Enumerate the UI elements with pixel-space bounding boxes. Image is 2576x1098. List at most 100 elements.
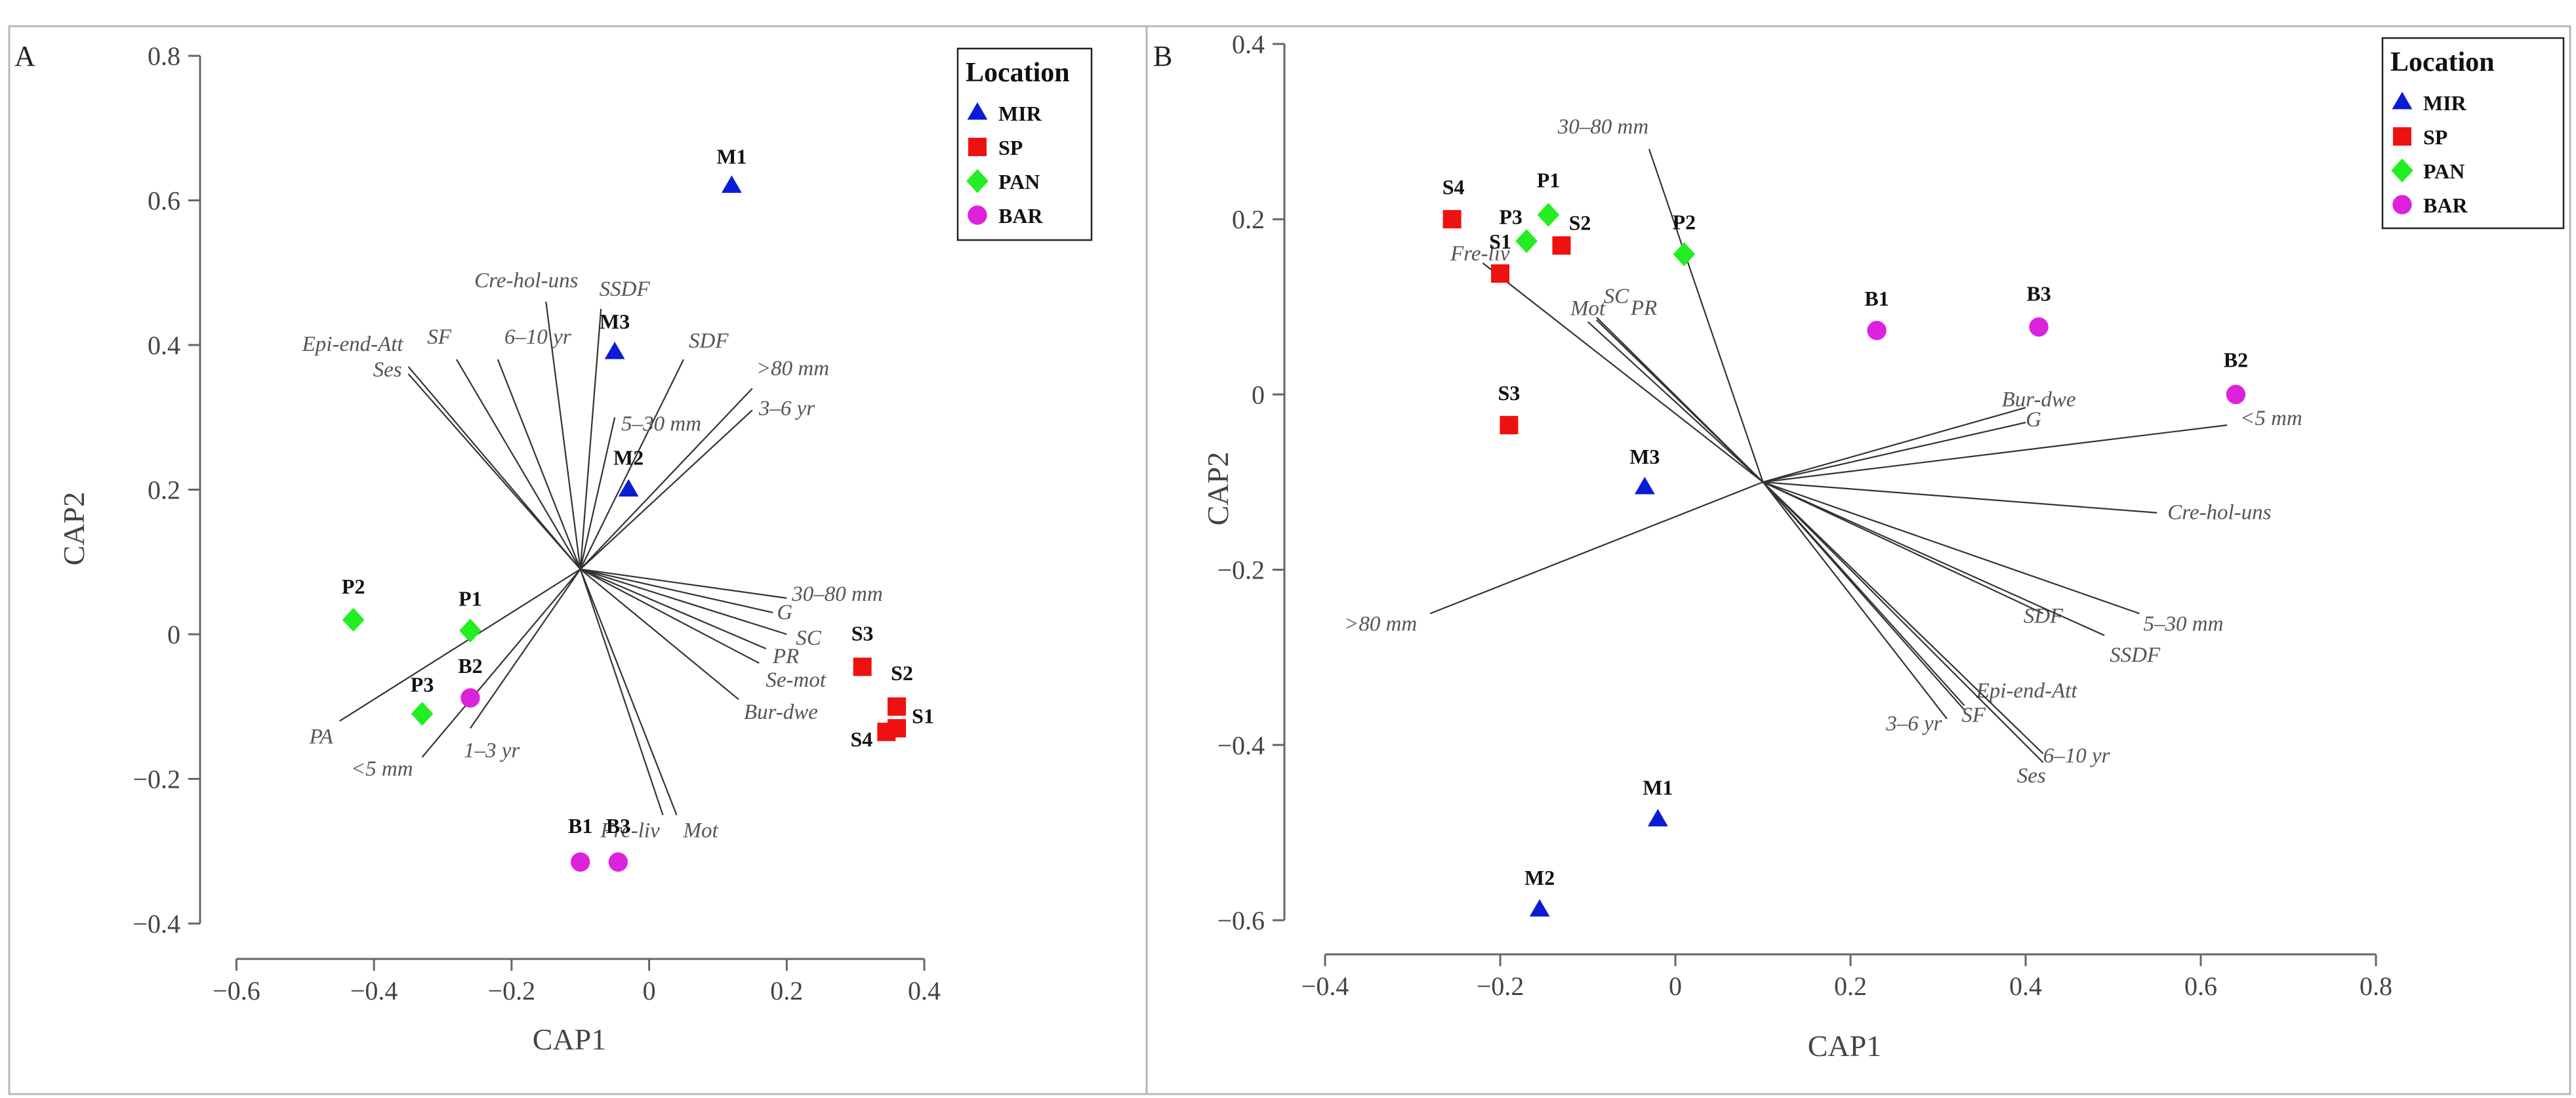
b-point-label: S3 xyxy=(1498,381,1520,405)
a-vector-line xyxy=(579,359,685,570)
a-vector-label: Ses xyxy=(373,358,402,382)
a-vector-label: PR xyxy=(772,645,799,668)
a-vector-label: PA xyxy=(309,725,334,748)
a-vector-line xyxy=(579,569,678,815)
b-legend-marker-bar xyxy=(2392,195,2412,214)
b-y-axis-title: CAP2 xyxy=(1201,452,1235,525)
b-x-tick-label: −0.4 xyxy=(1301,971,1349,1001)
b-point-label: M2 xyxy=(1524,866,1555,889)
b-vector-line xyxy=(1762,481,1948,720)
b-vector-label: SF xyxy=(1961,703,1986,727)
a-vector-label: >80 mm xyxy=(756,357,829,380)
a-point-bar xyxy=(608,852,628,872)
b-vector-line xyxy=(1763,407,2026,483)
a-vector-label: 6–10 yr xyxy=(504,325,571,349)
a-legend-marker-pan xyxy=(966,169,989,193)
a-point-label: B2 xyxy=(458,654,482,678)
a-point-bar xyxy=(571,852,590,872)
b-point-label: P2 xyxy=(1673,211,1696,234)
b-vector-line xyxy=(1648,148,1764,483)
b-y-tick-label: 0.4 xyxy=(1232,30,1265,59)
b-vector-line xyxy=(1596,317,1764,483)
b-point-label: P1 xyxy=(1537,169,1561,192)
b-vector-label: SSDF xyxy=(2110,643,2161,667)
b-vector-label: >80 mm xyxy=(1344,612,1417,636)
b-point-label: M3 xyxy=(1629,445,1660,468)
b-x-tick-label: 0.2 xyxy=(1834,971,1867,1001)
a-vector-label: Cre-hol-uns xyxy=(474,269,578,293)
b-vector-line xyxy=(1763,422,2026,483)
a-point-label: B3 xyxy=(606,814,630,838)
b-vector-line xyxy=(1763,481,2140,615)
b-point-bar xyxy=(2226,384,2246,405)
b-x-tick-label: 0 xyxy=(1669,971,1682,1001)
a-x-axis: −0.6 −0.4 −0.2 0 0.2 0.4 xyxy=(213,958,941,1006)
b-vector-line xyxy=(1763,481,2044,615)
a-vector-label: Epi-end-Att xyxy=(302,333,404,356)
a-x-tick-label: −0.6 xyxy=(213,976,260,1006)
a-point-mir xyxy=(618,479,639,497)
b-point-sp xyxy=(1491,264,1510,283)
a-vector-label: <5 mm xyxy=(351,757,413,781)
a-y-tick-label: 0 xyxy=(167,620,180,649)
b-point-label: B2 xyxy=(2224,348,2248,371)
b-vector-label: <5 mm xyxy=(2240,407,2302,430)
a-vector-line xyxy=(580,568,787,599)
a-point-label: S4 xyxy=(850,727,872,751)
a-y-tick-label: 0.4 xyxy=(148,331,180,360)
a-vector-label: SDF xyxy=(689,329,729,353)
a-point-label: M3 xyxy=(600,310,630,333)
b-x-axis-title: CAP1 xyxy=(1808,1029,1881,1063)
a-vector-label: Se-mot xyxy=(766,668,826,692)
b-point-pan xyxy=(1673,242,1696,266)
panel-a-letter: A xyxy=(14,40,35,72)
a-legend-label-sp: SP xyxy=(998,136,1023,159)
b-point-sp xyxy=(1500,416,1519,435)
b-point-label: B1 xyxy=(1864,287,1889,310)
a-vector-label: SSDF xyxy=(600,277,651,301)
a-vector-label: 3–6 yr xyxy=(758,397,815,420)
b-legend-box xyxy=(2381,37,2565,230)
a-point-label: P2 xyxy=(342,575,365,598)
b-vector-label: Fre-liv xyxy=(1450,242,1510,266)
a-legend: Location MIR SP PAN BAR xyxy=(956,47,1093,241)
a-vector-label: SC xyxy=(796,626,822,650)
a-point-bar xyxy=(460,688,480,708)
b-point-label: S2 xyxy=(1569,211,1591,234)
b-y-tick-label: −0.2 xyxy=(1217,556,1265,585)
a-point-sp xyxy=(888,697,907,716)
a-vector-line xyxy=(456,359,581,570)
a-vector-line xyxy=(407,373,581,570)
a-y-tick-label: 0.8 xyxy=(148,41,180,71)
b-point-sp xyxy=(1552,236,1571,255)
b-legend: Location MIR SP PAN BAR xyxy=(2381,37,2565,230)
a-vector-line xyxy=(579,569,664,815)
b-x-tick-label: −0.2 xyxy=(1477,971,1524,1001)
b-vector-label: Cre-hol-uns xyxy=(2167,501,2271,525)
b-point-label: S1 xyxy=(1489,230,1511,253)
a-vector-line xyxy=(580,568,767,650)
b-legend-title: Location xyxy=(2390,47,2495,77)
a-y-tick-label: −0.4 xyxy=(133,909,180,939)
a-vector-label: 5–30 mm xyxy=(621,412,701,436)
a-vector-line xyxy=(407,366,581,570)
b-vector-label: Ses xyxy=(2017,764,2046,788)
b-point-pan xyxy=(1537,203,1560,227)
a-point-sp xyxy=(877,722,896,741)
a-vector-label: Mot xyxy=(683,819,719,843)
b-x-tick-label: 0.4 xyxy=(2009,971,2042,1001)
a-legend-marker-bar xyxy=(968,205,987,225)
b-point-pan xyxy=(1515,229,1538,253)
a-y-tick-label: −0.2 xyxy=(133,764,180,794)
a-vector-label: Fre-liv xyxy=(600,819,660,843)
a-vector-label: SF xyxy=(427,325,452,349)
b-vector-label: Bur-dwe xyxy=(2002,388,2076,411)
b-legend-marker-mir xyxy=(2392,91,2413,110)
a-vector-line xyxy=(580,568,773,613)
a-x-tick-label: 0 xyxy=(643,976,656,1006)
b-vector-label: 30–80 mm xyxy=(1557,115,1648,138)
a-y-axis: −0.4 −0.2 0 0.2 0.4 0.6 0.8 xyxy=(133,41,201,939)
panel-a: A −0.6 −0.4 −0.2 0 0.2 0.4 −0.4 −0.2 0 0.2 0.4 0.6 0… xyxy=(8,25,1248,1095)
